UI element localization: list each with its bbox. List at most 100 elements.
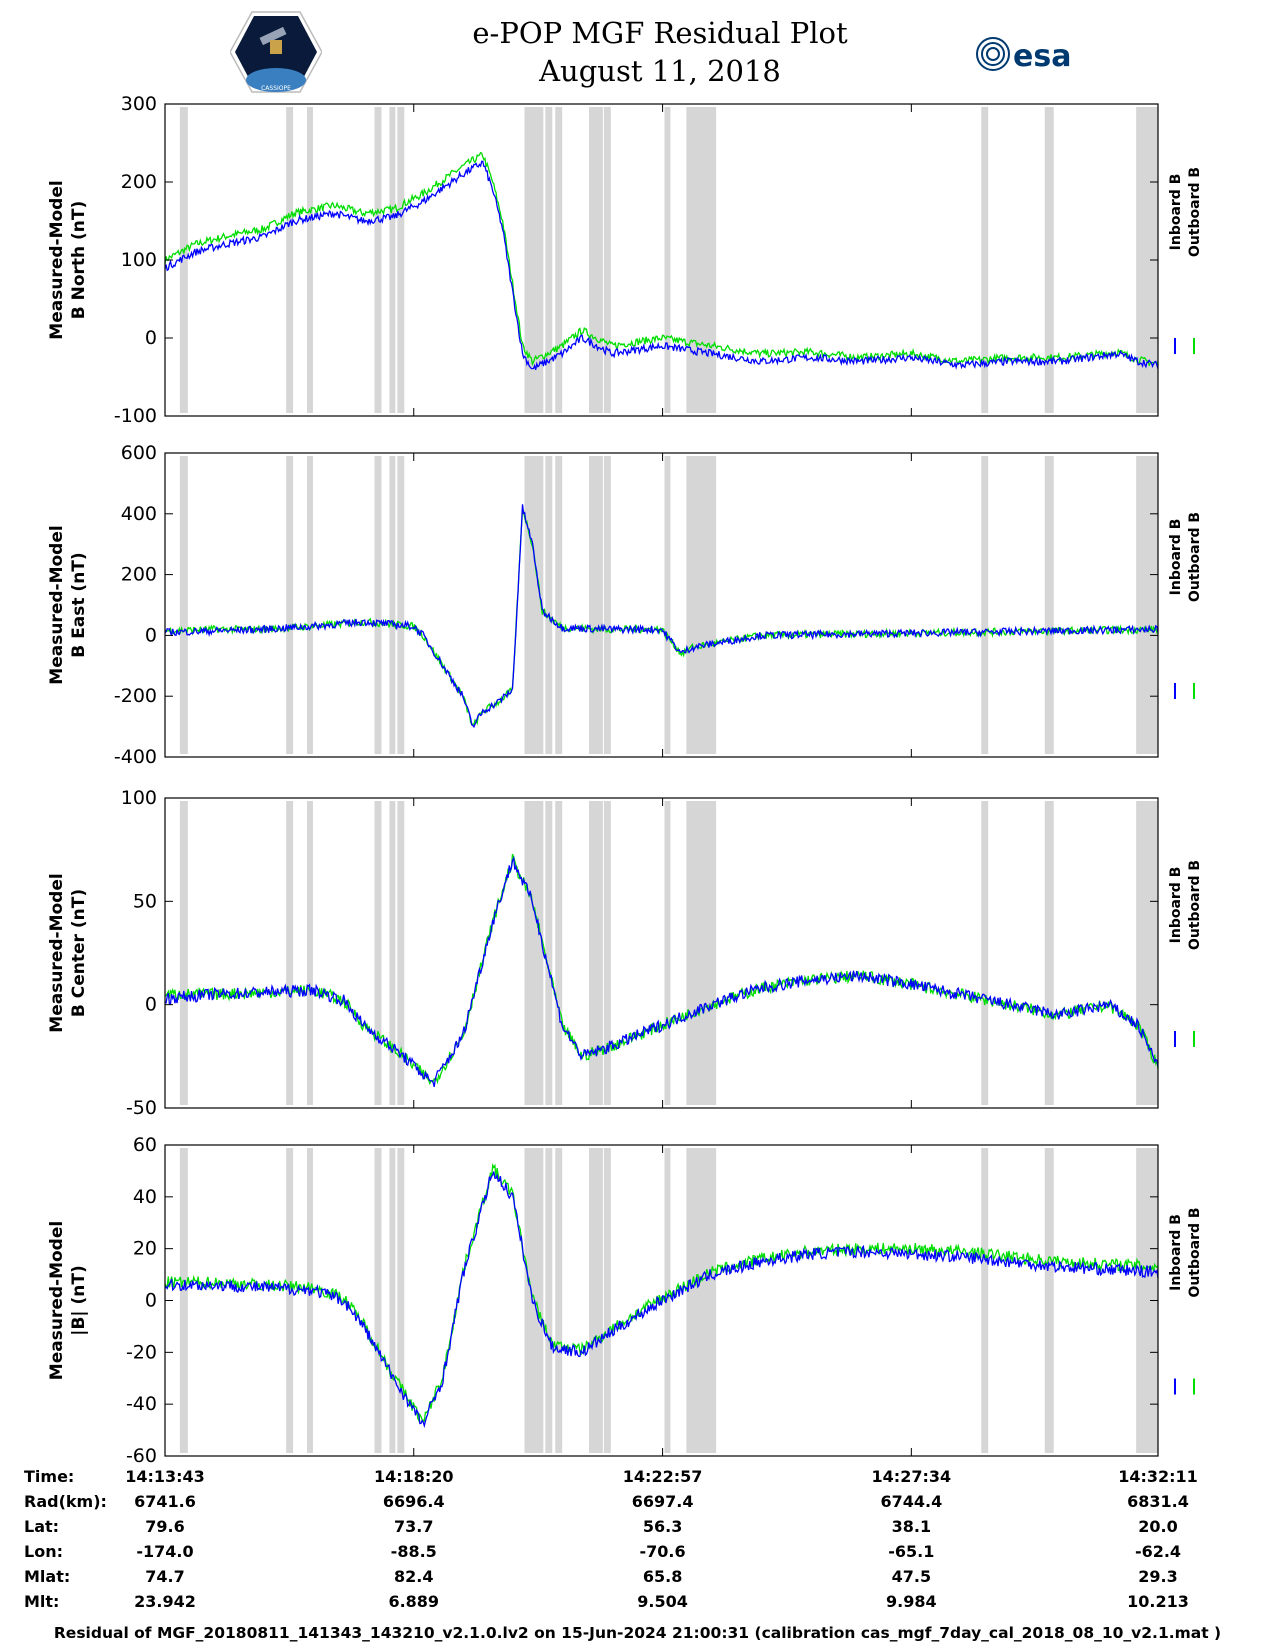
chart-title-block: e-POP MGF Residual Plot August 11, 2018 bbox=[380, 14, 940, 90]
data-gap-band bbox=[981, 1148, 989, 1453]
footer-cell: -70.6 bbox=[640, 1542, 686, 1561]
legend-label-outboard: Outboard B bbox=[1187, 512, 1203, 602]
data-gap-band bbox=[555, 107, 563, 413]
data-gap-band bbox=[1044, 1148, 1054, 1453]
data-gap-band bbox=[664, 1148, 671, 1453]
y-tick-label: 600 bbox=[121, 442, 157, 464]
y-axis-label-line1: Measured-Model bbox=[47, 1221, 67, 1380]
legend-label-inboard: Inboard B bbox=[1168, 867, 1184, 944]
data-gap-band bbox=[389, 107, 396, 413]
footer-cell: 20.0 bbox=[1138, 1517, 1177, 1536]
data-gap-band bbox=[981, 107, 989, 413]
y-tick-label: 60 bbox=[133, 1134, 157, 1156]
y-tick-label: -60 bbox=[126, 1445, 157, 1467]
footer-cell: 56.3 bbox=[643, 1517, 682, 1536]
y-tick-label: -40 bbox=[126, 1393, 157, 1415]
data-gap-band bbox=[389, 456, 396, 754]
y-tick-label: 400 bbox=[121, 503, 157, 525]
data-gap-band bbox=[555, 456, 563, 754]
data-gap-band bbox=[397, 1148, 405, 1453]
y-axis-label-line1: Measured-Model bbox=[47, 873, 67, 1032]
data-gap-band bbox=[306, 801, 313, 1105]
data-gap-band bbox=[664, 107, 671, 413]
data-gap-band bbox=[1136, 107, 1158, 413]
footer-cell: 6741.6 bbox=[134, 1492, 196, 1511]
footer-cell: 14:32:11 bbox=[1118, 1467, 1198, 1486]
data-gap-band bbox=[686, 456, 717, 754]
y-tick-label: -20 bbox=[126, 1341, 157, 1363]
data-gap-band bbox=[306, 107, 313, 413]
data-gap-band bbox=[1044, 456, 1054, 754]
footer-cell: 6744.4 bbox=[880, 1492, 942, 1511]
series-line-outboard bbox=[164, 853, 1159, 1086]
data-gap-band bbox=[545, 801, 553, 1105]
y-tick-label: -50 bbox=[126, 1097, 157, 1119]
data-gap-band bbox=[603, 456, 611, 754]
data-gap-band bbox=[686, 107, 717, 413]
chart-date: August 11, 2018 bbox=[539, 54, 781, 88]
footer-cell: 14:18:20 bbox=[374, 1467, 454, 1486]
legend: Inboard B Outboard B bbox=[1168, 1207, 1203, 1297]
series-line-inboard bbox=[164, 504, 1159, 729]
y-tick-label: -400 bbox=[114, 746, 157, 768]
y-axis-label-line1: Measured-Model bbox=[47, 180, 67, 339]
data-gap-band bbox=[306, 456, 313, 754]
panel-4: 60 40 20 0 -20 -40 -60 Measured-Model |B| (nT) In… bbox=[47, 1134, 1203, 1467]
legend-label-outboard: Outboard B bbox=[1187, 860, 1203, 950]
data-gap-band bbox=[374, 107, 382, 413]
data-gap-band bbox=[374, 801, 382, 1105]
y-tick-label: 100 bbox=[121, 787, 157, 809]
footer-cell: -62.4 bbox=[1135, 1542, 1181, 1561]
y-tick-label: 0 bbox=[145, 1290, 157, 1312]
data-gap-band bbox=[389, 801, 396, 1105]
legend: Inboard B Outboard B bbox=[1168, 167, 1203, 257]
footer-cell: 65.8 bbox=[643, 1567, 682, 1586]
y-tick-label: 0 bbox=[145, 624, 157, 646]
footer-cell: 10.213 bbox=[1127, 1592, 1189, 1611]
y-axis-label-line2: B East (nT) bbox=[69, 552, 89, 657]
y-tick-label: -100 bbox=[114, 405, 157, 427]
esa-logo: esa bbox=[976, 37, 1071, 74]
data-gap-band bbox=[179, 456, 188, 754]
data-gap-band bbox=[664, 801, 671, 1105]
y-axis-label: Measured-Model B North (nT) bbox=[47, 180, 89, 339]
axes-box bbox=[164, 797, 1159, 1109]
footer-cell: 14:27:34 bbox=[872, 1467, 952, 1486]
y-axis-label: Measured-Model B Center (nT) bbox=[47, 873, 89, 1032]
data-gap-band bbox=[1044, 801, 1054, 1105]
data-gap-band bbox=[1136, 456, 1158, 754]
cassiope-logo-text: CASSIOPE bbox=[261, 85, 291, 92]
y-tick-label: 200 bbox=[121, 171, 157, 193]
data-gap-band bbox=[664, 456, 671, 754]
panel-2: 600 400 200 0 -200 -400 Measured-Model B East (… bbox=[47, 442, 1203, 768]
footer-cell: 6.889 bbox=[388, 1592, 439, 1611]
data-gap-band bbox=[179, 1148, 188, 1453]
y-axis-label-line2: |B| (nT) bbox=[69, 1265, 89, 1336]
footer-cell: 82.4 bbox=[394, 1567, 433, 1586]
axes-box bbox=[164, 452, 1159, 758]
data-gap-band bbox=[524, 107, 544, 413]
data-gap-band bbox=[306, 1148, 313, 1453]
data-gap-band bbox=[589, 107, 603, 413]
series-line-outboard bbox=[164, 1162, 1159, 1423]
y-tick-label: 0 bbox=[145, 327, 157, 349]
footer-cell: -88.5 bbox=[391, 1542, 437, 1561]
data-gap-band bbox=[686, 1148, 717, 1453]
footer-cell: 73.7 bbox=[394, 1517, 433, 1536]
data-gap-band bbox=[603, 107, 611, 413]
legend-label-outboard: Outboard B bbox=[1187, 1207, 1203, 1297]
series-line-inboard bbox=[164, 160, 1159, 370]
chart-title: e-POP MGF Residual Plot bbox=[472, 16, 848, 50]
footer-cell: 74.7 bbox=[145, 1567, 184, 1586]
legend: Inboard B Outboard B bbox=[1168, 512, 1203, 602]
y-tick-label: 300 bbox=[121, 93, 157, 115]
footer-row-label: Lat: bbox=[24, 1517, 59, 1536]
footer-cell: 6831.4 bbox=[1127, 1492, 1189, 1511]
footer-cell: 14:22:57 bbox=[623, 1467, 703, 1486]
footer-row-label: Lon: bbox=[24, 1542, 63, 1561]
series-line-outboard bbox=[164, 509, 1159, 726]
data-gap-band bbox=[981, 456, 989, 754]
y-axis-label-line2: B North (nT) bbox=[69, 201, 89, 320]
data-gap-band bbox=[179, 801, 188, 1105]
